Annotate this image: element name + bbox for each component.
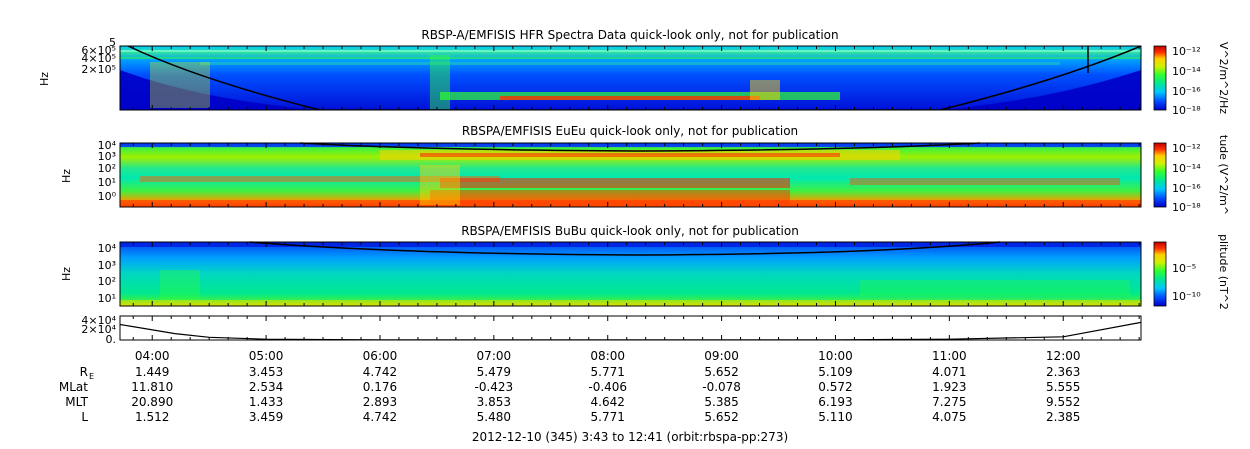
panel2-spectrogram	[120, 143, 1141, 207]
ephemeris-row-label: MLT	[65, 395, 88, 409]
ephemeris-value: 3.459	[249, 410, 283, 424]
panel2-cbar-tick: 10⁻¹²	[1172, 142, 1201, 155]
ephemeris-value: 0.572	[818, 380, 852, 394]
time-label: 09:00	[704, 349, 739, 363]
time-label: 10:00	[818, 349, 853, 363]
ephemeris-value: 1.433	[249, 395, 283, 409]
panel1-colorbar	[1153, 45, 1167, 111]
ephemeris-value: 5.771	[591, 410, 625, 424]
panel2-ytick: 10⁰	[98, 190, 117, 203]
panel3-title: RBSPA/EMFISIS BuBu quick-look only, not …	[461, 224, 799, 238]
ephemeris-value: 4.742	[363, 410, 397, 424]
panel1-ytick: 4×10⁵	[81, 52, 116, 65]
ephemeris-value: 4.742	[363, 365, 397, 379]
ephemeris-value: -0.423	[475, 380, 514, 394]
panel2-ytick: 10²	[98, 162, 116, 175]
ephemeris-value: 4.071	[932, 365, 966, 379]
panel2-cbar-tick: 10⁻¹⁶	[1172, 182, 1201, 195]
ephemeris-value: 5.771	[591, 365, 625, 379]
panel2-cbar-tick: 10⁻¹⁸	[1172, 201, 1201, 214]
ephemeris-value: 5.479	[477, 365, 511, 379]
ephemeris-value: 4.642	[591, 395, 625, 409]
ephemeris-value: 5.385	[704, 395, 738, 409]
panel1-cbar-label: V^2/m^2/Hz	[1217, 42, 1230, 114]
panel1-cbar-tick: 10⁻¹²	[1172, 45, 1201, 58]
panel3-cbar-tick: 10⁻⁵	[1172, 262, 1196, 275]
panel2-ytick: 10⁴	[98, 139, 117, 152]
panel3-cbar-tick: 10⁻¹⁰	[1172, 290, 1201, 303]
panel3-ytick: 10⁴	[98, 242, 117, 255]
ephemeris-value: 6.193	[818, 395, 852, 409]
panel4-ytick: 2×10⁴	[81, 323, 116, 336]
panel2-ytick: 10³	[98, 150, 116, 163]
ephemeris-value: 1.512	[135, 410, 169, 424]
time-label: 07:00	[477, 349, 512, 363]
ephemeris-value: 11.810	[131, 380, 173, 394]
panel2-colorbar	[1153, 142, 1167, 208]
ephemeris-row-label: MLat	[59, 380, 88, 394]
ephemeris-value: 3.853	[477, 395, 511, 409]
panel2-cbar-tick: 10⁻¹⁴	[1172, 162, 1201, 175]
ephemeris-value: 4.075	[932, 410, 966, 424]
panel1-spectrogram	[120, 46, 1141, 110]
time-ticks	[132, 46, 1140, 340]
panel3-spectrogram	[120, 242, 1141, 306]
panel4-frame	[119, 315, 1142, 341]
panel2-cbar-label: tude (V^2/m^	[1217, 135, 1230, 215]
time-label: 04:00	[135, 349, 170, 363]
ephemeris-value: 3.453	[249, 365, 283, 379]
ephemeris-value: 5.480	[477, 410, 511, 424]
ephemeris-value: -0.078	[702, 380, 741, 394]
panel2-title: RBSPA/EMFISIS EuEu quick-look only, not …	[462, 124, 798, 138]
ephemeris-value: 2.385	[1046, 410, 1080, 424]
panel3-ytick: 10²	[98, 275, 116, 288]
ephemeris-value: 5.652	[704, 410, 738, 424]
panel4-ytick: 4×10⁴	[81, 314, 116, 327]
ephemeris-table: R E 1.449 3.453 4.742 5.479 5.771 5.652 5.109 4.0…	[59, 365, 1081, 424]
panel3-cbar-label: plitude (nT^2	[1217, 234, 1230, 310]
time-label: 05:00	[249, 349, 284, 363]
panel1-cbar-tick: 10⁻¹⁸	[1172, 104, 1201, 117]
panel2-ytick: 10¹	[98, 176, 116, 189]
ephemeris-value: 2.893	[363, 395, 397, 409]
panel2-ylabel: Hz	[60, 169, 73, 183]
panel1-cbar-tick: 10⁻¹⁴	[1172, 65, 1201, 78]
ephemeris-value: 0.176	[363, 380, 397, 394]
ephemeris-row-label: R	[80, 365, 88, 379]
ephemeris-value: 9.552	[1046, 395, 1080, 409]
panel1-ytick: 5	[109, 36, 116, 49]
ephemeris-value: 2.363	[1046, 365, 1080, 379]
panel3-ylabel: Hz	[60, 267, 73, 281]
ephemeris-value: 5.109	[818, 365, 852, 379]
ephemeris-value: 2.534	[249, 380, 283, 394]
time-label: 06:00	[363, 349, 398, 363]
ephemeris-value: 1.449	[135, 365, 169, 379]
ephemeris-value: 20.890	[131, 395, 173, 409]
time-label: 12:00	[1046, 349, 1081, 363]
ephemeris-value: 1.923	[932, 380, 966, 394]
time-label: 11:00	[932, 349, 967, 363]
time-axis-labels: 04:00 05:00 06:00 07:00 08:00 09:00 10:00 11:00…	[135, 349, 1081, 363]
footer-caption: 2012-12-10 (345) 3:43 to 12:41 (orbit:rb…	[472, 430, 788, 444]
panel1-cbar-tick: 10⁻¹⁶	[1172, 85, 1201, 98]
ephemeris-row-label: L	[81, 410, 88, 424]
ephemeris-value: 5.110	[818, 410, 852, 424]
panel3-colorbar	[1153, 241, 1167, 307]
panel1-ytick: 6×10⁵	[81, 44, 116, 57]
panel1-title: RBSP-A/EMFISIS HFR Spectra Data quick-lo…	[421, 28, 838, 42]
panel3-ytick: 10³	[98, 259, 116, 272]
ephemeris-row-label-sub: E	[89, 372, 94, 381]
ephemeris-value: -0.406	[588, 380, 627, 394]
panel4-ytick: 0.	[106, 333, 117, 346]
panel1-ytick: 2×10⁵	[81, 63, 116, 76]
time-label: 08:00	[590, 349, 625, 363]
panel1-ylabel: Hz	[38, 72, 51, 86]
ephemeris-value: 7.275	[932, 395, 966, 409]
ephemeris-value: 5.652	[704, 365, 738, 379]
ephemeris-value: 5.555	[1046, 380, 1080, 394]
panel3-ytick: 10¹	[98, 292, 116, 305]
